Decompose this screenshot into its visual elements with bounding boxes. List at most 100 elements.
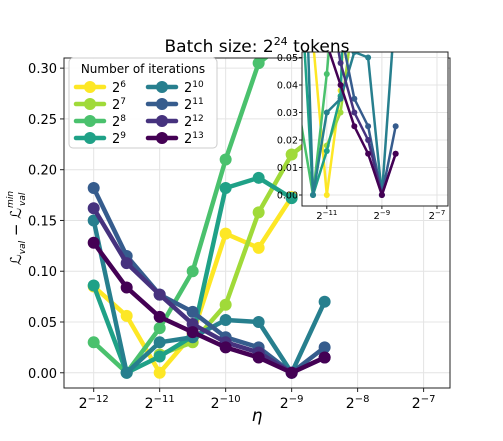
- legend-label: 212: [184, 114, 204, 130]
- inset-data-point: [365, 123, 372, 130]
- inset-data-point: [337, 95, 344, 102]
- inset-data-point: [351, 109, 358, 116]
- data-point: [252, 351, 265, 364]
- x-tick-label: 2−9: [280, 394, 304, 412]
- x-tick-label: 2−10: [211, 394, 241, 412]
- x-tick-label-base: 2: [280, 396, 289, 412]
- inset-x-tick-label: 2−7: [429, 209, 446, 222]
- legend-label-exp: 6: [120, 80, 126, 90]
- x-axis-label: η: [252, 406, 263, 426]
- data-point: [153, 310, 166, 323]
- legend-label: 211: [184, 97, 204, 113]
- inset-data-point: [393, 0, 399, 6]
- inset-data-point: [378, 192, 385, 198]
- data-point: [120, 257, 133, 270]
- legend-label-exp: 10: [192, 80, 204, 90]
- data-point: [120, 281, 133, 294]
- inset-data-point: [365, 150, 372, 157]
- inset-data-point: [365, 54, 372, 61]
- data-point: [219, 153, 232, 166]
- inset-x-tick-label-exp: −11: [323, 209, 338, 217]
- legend-swatch-marker: [84, 81, 96, 93]
- inset-y-tick-label: 0.05: [277, 53, 298, 64]
- series-layer: [87, 58, 331, 379]
- data-point: [285, 366, 298, 379]
- x-tick-label-exp: −12: [88, 394, 109, 405]
- inset-data-point: [392, 150, 399, 157]
- data-point: [219, 181, 232, 194]
- x-tick-label-exp: −8: [355, 394, 370, 405]
- inset-data-point: [351, 8, 357, 14]
- inset-data-point: [337, 60, 344, 66]
- inset-x-tick-label: 2−11: [316, 209, 337, 222]
- y-axis-label: ℒval − ℒmin val: [6, 191, 28, 265]
- data-point: [318, 341, 331, 354]
- series-13: [87, 236, 331, 379]
- legend-label-exp: 13: [192, 131, 203, 141]
- x-tick-label: 2−11: [145, 394, 175, 412]
- inset-x-tick-label-exp: −7: [435, 209, 445, 217]
- x-tick-label-exp: −7: [421, 394, 436, 405]
- x-tick-label-exp: −11: [154, 394, 175, 405]
- legend-box: [68, 57, 218, 149]
- inset-data-point: [323, 148, 330, 154]
- legend-label: 27: [112, 97, 126, 113]
- inset-data-point: [351, 52, 358, 55]
- inset-series-13: [328, 52, 399, 198]
- legend-label-exp: 12: [192, 114, 203, 124]
- inset-x-tick-label-exp: −9: [380, 209, 390, 217]
- data-point: [153, 288, 166, 301]
- inset-y-tick-label: 0.04: [277, 81, 298, 92]
- x-tick-label: 2−8: [346, 394, 370, 412]
- legend-swatch-marker: [84, 115, 96, 127]
- data-point: [219, 341, 232, 354]
- y-tick-label: 0.25: [28, 113, 57, 128]
- legend-swatch-marker: [84, 132, 96, 144]
- x-tick-label-base: 2: [79, 396, 88, 412]
- series-10: [87, 214, 331, 379]
- data-point: [318, 295, 331, 308]
- data-point: [153, 322, 166, 335]
- axes: 2−12 2−11 2−10 2−9 2−8 2−70.000.050.100.150.2…: [28, 57, 451, 412]
- data-point: [87, 236, 100, 249]
- data-point: [87, 279, 100, 292]
- y-tick-label: 0.20: [28, 164, 57, 179]
- inset-data-point: [323, 109, 330, 116]
- legend-label: 28: [112, 114, 126, 130]
- data-point: [252, 316, 265, 328]
- legend-label-base: 2: [112, 132, 120, 147]
- legend-label-base: 2: [184, 98, 192, 113]
- data-point: [186, 326, 199, 339]
- data-point: [186, 265, 199, 278]
- data-point: [87, 202, 100, 215]
- y-tick-label: 0.05: [28, 316, 57, 331]
- legend-swatch-marker: [156, 115, 168, 127]
- legend-label-base: 2: [112, 81, 120, 96]
- data-point: [252, 206, 265, 219]
- inset-x-tick-label-base: 2: [316, 211, 322, 222]
- y-tick-label: 0.30: [28, 62, 57, 77]
- inset-series-line: [306, 52, 394, 197]
- inset-data-point: [392, 123, 399, 130]
- data-point: [285, 148, 298, 161]
- legend-swatch-marker: [156, 132, 168, 144]
- x-tick-label-base: 2: [412, 396, 421, 412]
- data-point: [219, 227, 232, 240]
- legend-label-exp: 9: [120, 131, 126, 141]
- legend-label-base: 2: [184, 81, 192, 96]
- inset-series-line: [328, 52, 397, 197]
- data-point: [87, 181, 100, 194]
- inset-data-point: [338, 27, 344, 33]
- legend-label-base: 2: [184, 115, 192, 130]
- inset-data-point: [337, 82, 344, 88]
- legend-title: Number of iterations: [81, 62, 205, 76]
- data-point: [153, 336, 166, 349]
- data-point: [285, 192, 298, 205]
- legend-label-base: 2: [184, 132, 192, 147]
- inset-data-point: [337, 109, 344, 116]
- data-point: [252, 241, 265, 254]
- data-point: [252, 171, 265, 184]
